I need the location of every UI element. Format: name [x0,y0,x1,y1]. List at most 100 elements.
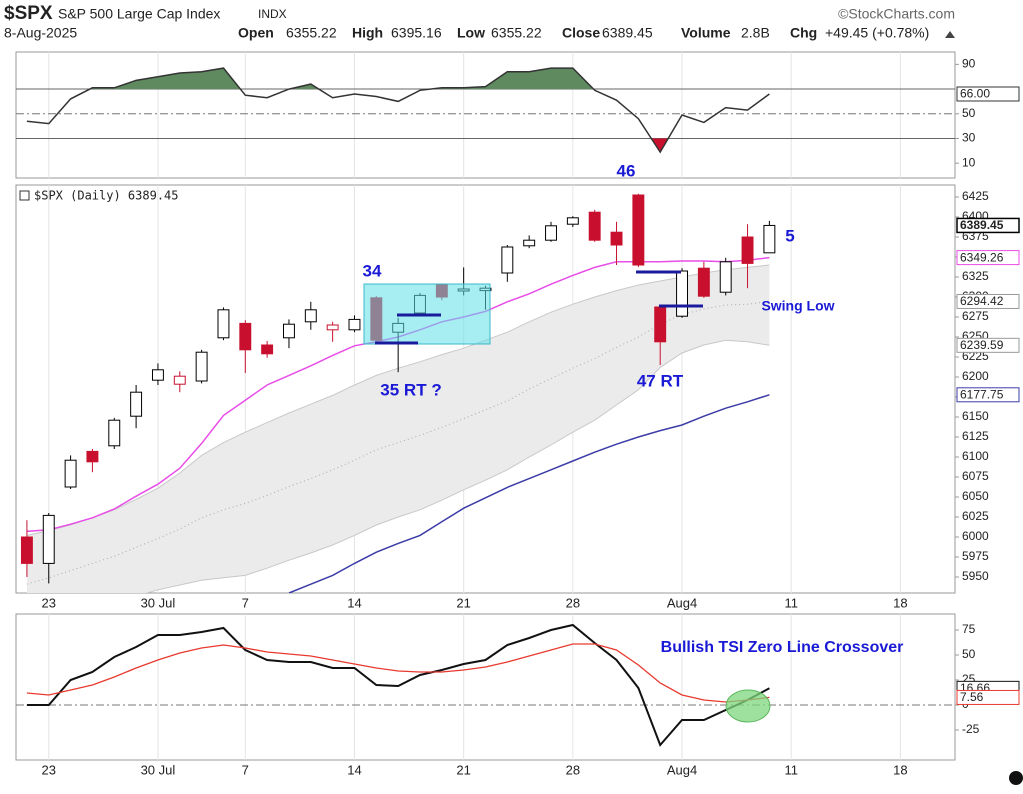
value-tag-box [956,86,1020,102]
x-tick-label: 18 [893,595,907,610]
y-tick-label: -25 [962,722,980,736]
crossover-marker [725,689,771,723]
annotation: 35 RT ? [380,380,441,399]
value-tag-box [956,293,1020,309]
menu-arrow [945,31,955,38]
x-tick-label: 23 [42,762,56,777]
y-tick-label: 50 [962,647,976,661]
price-title: $SPX (Daily) 6389.45 [34,189,179,203]
x-tick-label: 7 [242,762,249,777]
field-label: Close [562,25,600,41]
candle-body [610,231,623,246]
y-tick-label: 90 [962,57,976,71]
field-value: 2.8B [741,25,770,41]
candle-body [719,261,732,293]
candle-body [86,450,99,463]
index-name: S&P 500 Large Cap Index [58,6,220,22]
band-fill [26,265,770,593]
candle-body [42,514,55,564]
y-tick-label: 10 [962,155,976,169]
plot-layer [16,52,955,760]
price-frame [15,184,956,594]
candle-body [64,459,77,488]
field-value: 6389.45 [602,25,653,41]
candle-body [304,309,317,323]
value-tag: 6294.42 [960,294,1004,308]
header: $SPX S&P 500 Large Cap Index INDX ©Stock… [4,3,955,41]
overbought-fill [26,68,770,90]
y-tick-label: 6025 [962,509,989,523]
x-tick-label: 14 [347,762,361,777]
tsi-frame [15,613,956,761]
candle-body [654,306,667,343]
series-line [26,643,770,703]
annotation: 46 [617,161,636,180]
rsi-frame [15,51,956,179]
y-tick-label: 50 [962,106,976,120]
candle-body [151,369,164,381]
date: 8-Aug-2025 [4,25,77,41]
candle-body [676,270,688,317]
field-label: Chg [790,25,817,41]
value-tag: 6177.75 [960,387,1004,401]
symbol: $SPX [4,3,53,24]
x-tick-label: 23 [42,595,56,610]
site: ©StockCharts.com [838,6,955,22]
y-tick-label: 6100 [962,449,989,463]
moving-average [288,394,770,593]
candle-body [130,391,143,417]
annotation: Bullish TSI Zero Line Crossover [661,639,904,656]
candle-body [20,536,33,564]
annotation: Swing Low [761,298,834,314]
x-tick-label: 30 Jul [141,595,176,610]
x-tick-label: 30 Jul [141,762,176,777]
x-tick-label: 18 [893,762,907,777]
candle-body [523,239,536,247]
x-tick-label: 28 [566,595,580,610]
value-tag-box [956,337,1020,353]
field-value: 6355.22 [491,25,542,41]
annotation: 34 [363,261,382,280]
candle-body [545,225,557,241]
panel-plot [16,614,955,760]
value-tag: 6239.59 [960,338,1004,352]
value-tag-box [956,217,1020,234]
value-tag: 6389.45 [960,218,1004,232]
field-label: High [352,25,383,41]
y-tick-label: 6150 [962,409,989,423]
frames [15,51,956,761]
y-tick-label: 6200 [962,369,989,383]
y-tick-label: 5975 [962,549,989,563]
x-tick-label: Aug4 [667,762,697,777]
y-tick-label: 6125 [962,429,989,443]
x-tick-label: Aug4 [667,595,697,610]
series-line [26,623,770,747]
y-tick-label: 6275 [962,309,989,323]
y-tick-label: 6050 [962,489,989,503]
y-tick-label: 5950 [962,569,989,583]
annotation: 5 [785,226,794,245]
value-tag-box [956,250,1020,266]
candle-body [326,324,339,331]
chart-icon [19,190,30,201]
exchange: INDX [258,7,287,21]
x-tick-label: 11 [784,595,798,610]
field-label: Volume [681,25,731,41]
candle-body [348,318,361,331]
value-tag-box [956,689,1020,705]
x-tick-label: 28 [566,762,580,777]
value-tag: 7.56 [960,690,984,704]
drawn-annotations [19,190,1023,785]
band-lower [145,339,770,593]
y-tick-label: 6425 [962,189,989,203]
candle-body [566,217,579,225]
candle-body [763,224,776,254]
field-label: Low [457,25,485,41]
field-value: 6395.16 [391,25,442,41]
y-tick-label: 30 [962,131,976,145]
value-tag-box [956,387,1020,403]
field-label: Open [238,25,274,41]
value-tag: 6349.26 [960,250,1004,264]
corner-dot [1009,771,1023,785]
